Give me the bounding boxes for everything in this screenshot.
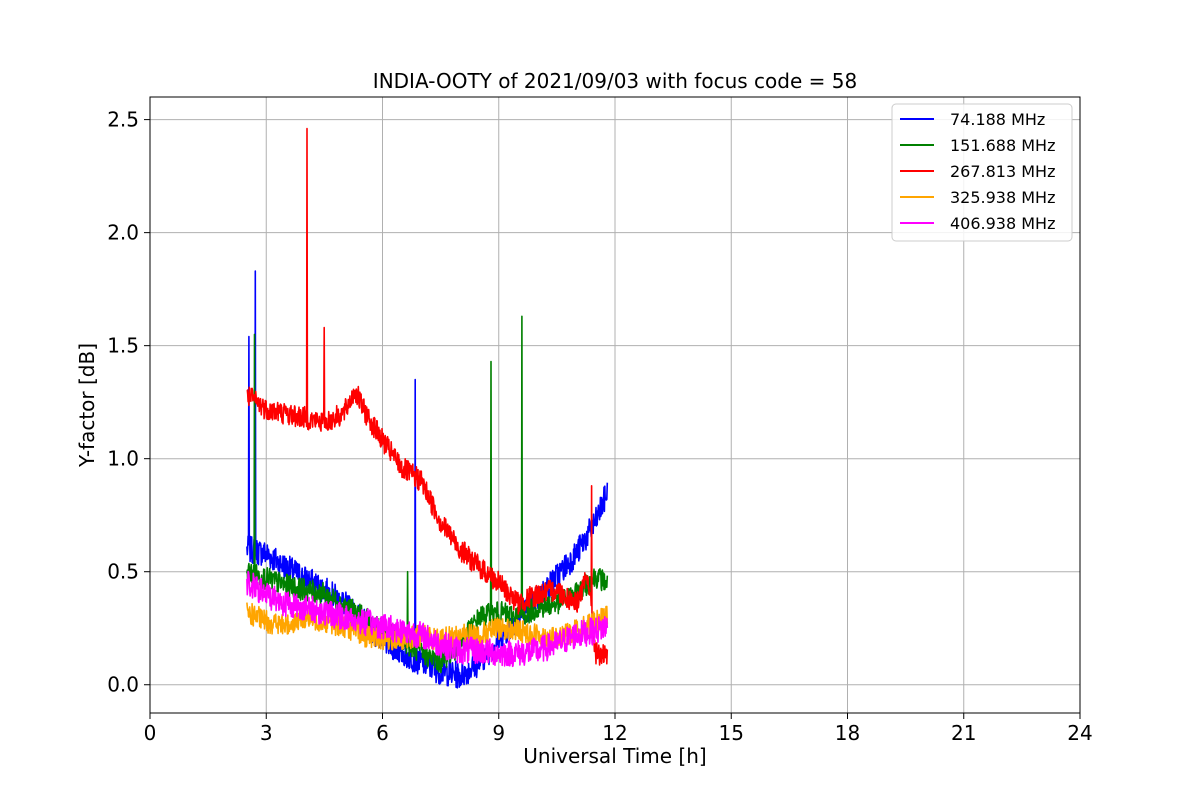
series-line bbox=[246, 127, 609, 666]
legend-box bbox=[891, 103, 1073, 242]
x-axis-label: Universal Time [h] bbox=[523, 744, 706, 768]
y-tick-label: 0.0 bbox=[107, 673, 139, 697]
y-axis-label: Y-factor [dB] bbox=[75, 343, 99, 468]
plot-lines bbox=[246, 127, 609, 689]
x-tick-label: 0 bbox=[144, 721, 157, 745]
x-tick-label: 6 bbox=[376, 721, 389, 745]
x-tick-label: 12 bbox=[602, 721, 627, 745]
x-tick-label: 15 bbox=[719, 721, 744, 745]
legend-entry: 406.938 MHz bbox=[950, 214, 1055, 233]
x-tick-label: 3 bbox=[260, 721, 273, 745]
y-tick-label: 0.5 bbox=[107, 560, 139, 584]
y-tick-label: 2.0 bbox=[107, 221, 139, 245]
series-line bbox=[246, 315, 609, 674]
y-axis: 0.0 0.5 1.0 1.5 2.0 2.5 bbox=[107, 108, 150, 697]
legend-entry: 267.813 MHz bbox=[950, 162, 1055, 181]
y-tick-label: 1.5 bbox=[107, 334, 139, 358]
series-line bbox=[246, 570, 609, 668]
y-tick-label: 1.0 bbox=[107, 447, 139, 471]
x-tick-label: 24 bbox=[1067, 721, 1092, 745]
x-axis: 0 3 6 9 12 15 18 21 24 bbox=[144, 713, 1093, 745]
legend-entry: 325.938 MHz bbox=[950, 188, 1055, 207]
legend: 74.188 MHz 151.688 MHz 267.813 MHz 325.938 … bbox=[891, 103, 1073, 242]
x-tick-label: 18 bbox=[835, 721, 860, 745]
y-tick-label: 2.5 bbox=[107, 108, 139, 132]
x-tick-label: 9 bbox=[492, 721, 505, 745]
x-tick-label: 21 bbox=[951, 721, 976, 745]
legend-entry: 151.688 MHz bbox=[950, 136, 1055, 155]
legend-entry: 74.188 MHz bbox=[950, 110, 1045, 129]
chart-title: INDIA-OOTY of 2021/09/03 with focus code… bbox=[373, 69, 857, 93]
